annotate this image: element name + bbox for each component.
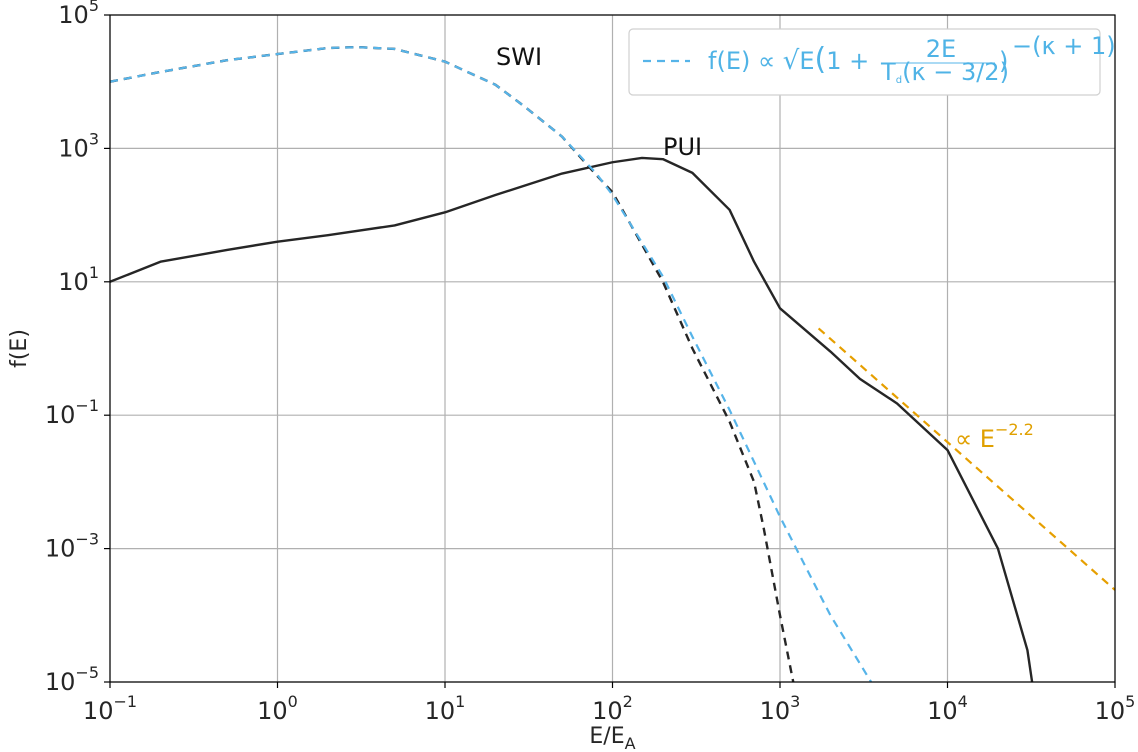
x-tick-label-2: 101	[425, 692, 466, 725]
legend-open-paren: (	[815, 42, 827, 77]
x-tick-label-0: 10−1	[83, 692, 137, 725]
x-tick-exp-5: 4	[958, 692, 968, 711]
power-law-label: ∝ E−2.2	[955, 420, 1034, 453]
pui-series-label: PUI	[663, 133, 702, 161]
y-tick-label-1: 103	[58, 129, 99, 162]
x-tick-label-4: 103	[760, 692, 801, 725]
x-tick-exp-6: 5	[1125, 692, 1135, 711]
x-tick-base-1: 10	[257, 697, 288, 725]
series-kappa-fit-line	[109, 46, 873, 683]
y-tick-base-2: 10	[58, 268, 89, 296]
x-tick-label-1: 100	[257, 692, 298, 725]
x-tick-label-5: 104	[927, 692, 968, 725]
y-tick-base-0: 10	[58, 1, 89, 29]
y-tick-base-5: 10	[45, 668, 76, 696]
x-tick-base-5: 10	[927, 697, 958, 725]
x-tick-exp-0: −1	[113, 692, 137, 711]
series-pui-line	[109, 156, 1034, 683]
x-tick-label-3: 102	[592, 692, 633, 725]
legend-fraction-den-main: T	[880, 58, 896, 86]
y-tick-exp-5: −5	[75, 663, 99, 682]
power-law-exponent: −2.2	[995, 420, 1034, 439]
y-tick-exp-1: 3	[89, 129, 99, 148]
x-tick-exp-4: 3	[790, 692, 800, 711]
y-tick-base-4: 10	[45, 535, 76, 563]
series-power-law-line	[817, 327, 1116, 591]
x-axis-title: E/EA	[589, 724, 635, 752]
y-tick-exp-3: −1	[75, 396, 99, 415]
x-axis-title-main: E/E	[589, 724, 624, 749]
legend-fraction-denominator: Td(κ − 3/2)	[880, 58, 1009, 86]
legend-fraction-den-sub: d	[896, 75, 902, 86]
legend-one-plus: 1 +	[826, 47, 869, 75]
x-tick-base-3: 10	[592, 697, 623, 725]
y-tick-base-3: 10	[45, 401, 76, 429]
x-tick-label-6: 105	[1095, 692, 1136, 725]
y-tick-exp-0: 5	[89, 0, 99, 15]
ticks-layer	[104, 14, 1116, 688]
y-tick-label-5: 10−5	[45, 663, 99, 696]
y-tick-exp-4: −3	[75, 530, 99, 549]
series-layer	[109, 45, 1116, 683]
x-tick-exp-3: 2	[623, 692, 633, 711]
legend-close-paren: )	[999, 47, 1008, 75]
legend-fraction-den-rest: (κ − 3/2)	[902, 58, 1009, 86]
labels-layer: 10−1 100 101 102 103 104 10510510310110−110−31…	[7, 0, 1135, 752]
legend-box	[628, 28, 1101, 96]
x-tick-base-0: 10	[83, 697, 114, 725]
x-tick-base-2: 10	[425, 697, 456, 725]
x-tick-base-4: 10	[760, 697, 791, 725]
y-tick-label-2: 101	[58, 263, 99, 296]
x-tick-exp-1: 0	[288, 692, 298, 711]
y-axis-title: f(E)	[7, 329, 32, 368]
y-tick-base-1: 10	[58, 134, 89, 162]
x-axis-title-subscript: A	[625, 734, 636, 752]
legend-fraction-numerator: 2E	[926, 35, 956, 63]
grid-layer	[109, 14, 1116, 683]
power-law-prefix: ∝ E	[955, 425, 995, 453]
swi-series-label: SWI	[496, 43, 542, 71]
legend-exponent: −(κ + 1)	[1012, 32, 1116, 60]
legend-sqrt-arg: E	[799, 47, 814, 75]
x-tick-base-6: 10	[1095, 697, 1126, 725]
y-tick-label-4: 10−3	[45, 530, 99, 563]
y-tick-exp-2: 1	[89, 263, 99, 282]
legend-prefix: f(E) ∝	[708, 47, 783, 75]
y-tick-label-3: 10−1	[45, 396, 99, 429]
legend-sqrt-symbol: √	[783, 46, 800, 76]
legend-equation: f(E) ∝ √E(1 +	[708, 42, 869, 77]
x-tick-exp-2: 1	[455, 692, 465, 711]
y-tick-label-0: 105	[58, 0, 99, 29]
